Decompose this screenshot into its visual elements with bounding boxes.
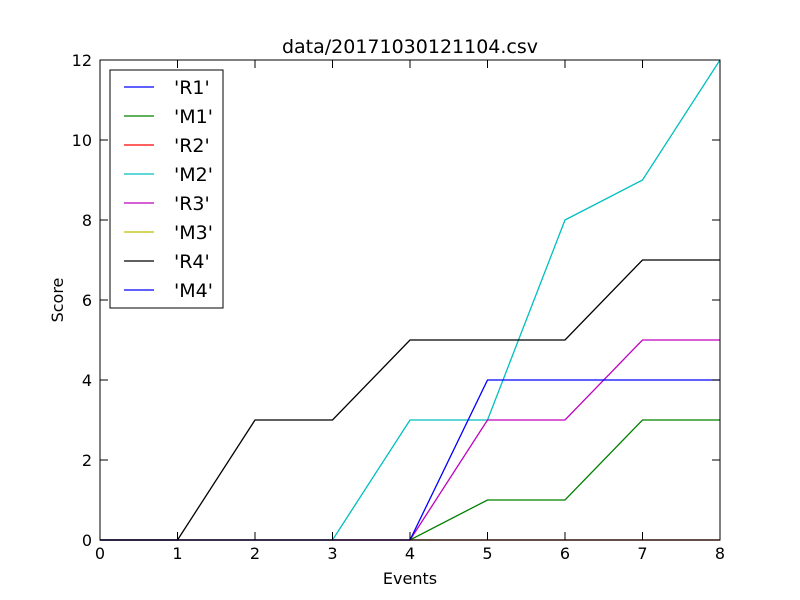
legend-box: [109, 69, 224, 309]
series-line-4: [100, 339, 720, 541]
legend-label-6: 'R4': [174, 251, 210, 273]
x-tick-label: 6: [560, 544, 570, 563]
chart-title: data/20171030121104.csv: [282, 36, 538, 58]
series-line-6: [100, 259, 720, 541]
legend: 'R1' 'M1' 'R2' 'M2' 'R3' 'M3' 'R4' 'M4': [109, 69, 224, 309]
x-tick-label: 4: [405, 544, 415, 563]
legend-label-2: 'R2': [174, 135, 210, 157]
x-tick-label: 2: [250, 544, 260, 563]
x-tick-label: 1: [172, 544, 182, 563]
series-line-1: [100, 419, 720, 541]
legend-label-0: 'R1': [174, 77, 210, 99]
y-tick-label: 4: [82, 371, 92, 390]
legend-label-7: 'M4': [174, 280, 213, 302]
x-tick-label: 3: [327, 544, 337, 563]
y-tick-label: 6: [82, 291, 92, 310]
legend-label-5: 'M3': [174, 222, 213, 244]
legend-label-1: 'M1': [174, 106, 213, 128]
legend-label-3: 'M2': [174, 164, 213, 186]
legend-label-4: 'R3': [174, 193, 210, 215]
x-tick-label: 0: [95, 544, 105, 563]
y-tick-label: 12: [72, 51, 92, 70]
x-axis-label: Events: [383, 569, 437, 588]
y-axis-label: Score: [48, 278, 67, 323]
y-tick-label: 2: [82, 451, 92, 470]
x-tick-label: 7: [637, 544, 647, 563]
y-tick-label: 0: [82, 531, 92, 550]
x-tick-label: 5: [482, 544, 492, 563]
y-tick-label: 8: [82, 211, 92, 230]
y-tick-label: 10: [72, 131, 92, 150]
x-tick-label: 8: [715, 544, 725, 563]
